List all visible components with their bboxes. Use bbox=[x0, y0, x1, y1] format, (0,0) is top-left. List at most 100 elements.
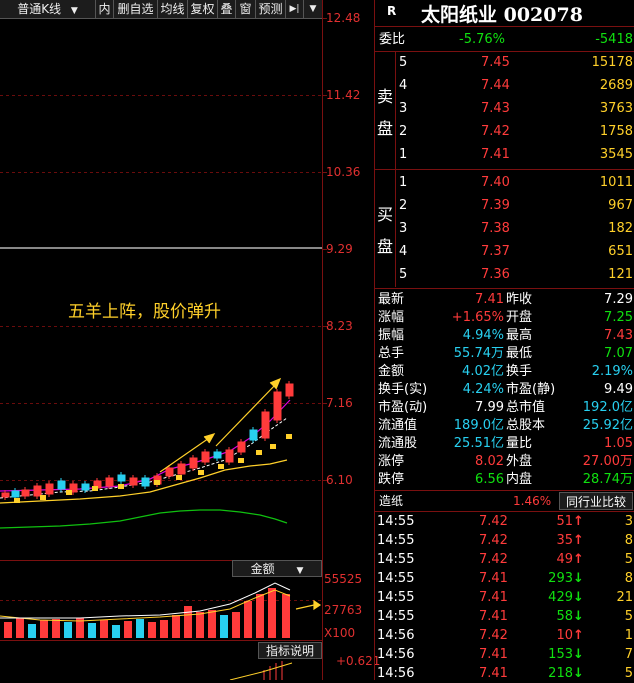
sell-level-row[interactable]: 2 7.42 1758 bbox=[375, 122, 634, 141]
stat-label: 最新 bbox=[378, 292, 405, 307]
arrow-down-icon: ↓ bbox=[573, 647, 584, 662]
tick-volume: 58 bbox=[556, 609, 573, 624]
kline-mode-select[interactable]: 普通K线 ▼ bbox=[0, 0, 96, 18]
candle bbox=[141, 477, 150, 487]
signal-marker bbox=[286, 434, 292, 439]
tick-row: 14:55 7.41 58 ↓ 5 bbox=[375, 607, 634, 626]
buy-level-volume: 182 bbox=[608, 221, 633, 236]
buy-level-row[interactable]: 4 7.37 651 bbox=[375, 242, 634, 261]
stat-value: 1.05 bbox=[604, 436, 633, 451]
industry-compare-button[interactable]: 同行业比较 bbox=[559, 492, 633, 510]
sell-level-row[interactable]: 1 7.41 3545 bbox=[375, 145, 634, 164]
candle bbox=[273, 391, 282, 421]
volume-bar bbox=[16, 618, 24, 638]
price-label: 11.42 bbox=[326, 88, 361, 102]
arrow-up-icon: ↑ bbox=[573, 628, 584, 643]
sell-level-volume: 2689 bbox=[599, 78, 633, 93]
buy-level-volume: 651 bbox=[608, 244, 633, 259]
dropdown-icon[interactable]: ▼ bbox=[309, 4, 317, 14]
candle bbox=[1, 492, 10, 498]
volume-bar bbox=[28, 624, 36, 638]
tick-count: 5 bbox=[624, 609, 633, 624]
ma-button[interactable]: 均线 bbox=[158, 0, 188, 18]
chevron-down-icon: ▼ bbox=[70, 6, 78, 16]
buy-level-volume: 967 bbox=[608, 198, 633, 213]
buy-level-row[interactable]: 3 7.38 182 bbox=[375, 219, 634, 238]
arrow-up-icon: ↑ bbox=[573, 533, 584, 548]
stat-value: +1.65% bbox=[451, 310, 504, 325]
volume-bar bbox=[196, 612, 204, 638]
volume-indicator-select[interactable]: 金额 ▼ bbox=[232, 560, 322, 577]
volume-bar bbox=[52, 619, 60, 638]
stat-label: 最高 bbox=[506, 328, 533, 343]
volume-bar bbox=[148, 622, 156, 638]
tick-volume: 51 bbox=[556, 514, 573, 529]
tick-row: 14:56 7.41 218 ↓ 5 bbox=[375, 664, 634, 683]
volume-axis-max: 55525 bbox=[324, 572, 363, 586]
industry-name: 造纸 bbox=[379, 494, 404, 508]
trend-arrows bbox=[159, 377, 282, 473]
stat-value: 7.41 bbox=[475, 292, 504, 307]
price-label: 8.23 bbox=[326, 319, 353, 333]
play-icon[interactable]: ▶| bbox=[286, 0, 304, 18]
tick-row: 14:55 7.42 51 ↑ 3 bbox=[375, 512, 634, 531]
stat-row: 涨停 8.02 外盘 27.00万 bbox=[375, 453, 634, 471]
stat-value: 7.99 bbox=[475, 400, 504, 415]
candle bbox=[57, 480, 66, 490]
kline-chart[interactable] bbox=[0, 0, 374, 680]
stat-value: 28.74万 bbox=[582, 472, 633, 487]
indicator-value: +0.621 bbox=[336, 654, 381, 668]
buy-level-row[interactable]: 1 7.40 1011 bbox=[375, 173, 634, 192]
quote-panel: R 太阳纸业 002078 委比 -5.76% -5418 卖 盘 5 7.45 1… bbox=[374, 0, 634, 683]
tick-volume: 10 bbox=[556, 628, 573, 643]
volume-bar bbox=[136, 619, 144, 638]
volume-bar bbox=[112, 625, 120, 638]
volume-bar bbox=[4, 622, 12, 638]
stat-label: 外盘 bbox=[506, 454, 533, 469]
overlay-button[interactable]: 叠 bbox=[218, 0, 236, 18]
tick-count: 8 bbox=[624, 533, 633, 548]
stat-row: 振幅 4.94% 最高 7.43 bbox=[375, 327, 634, 345]
candle bbox=[237, 441, 246, 453]
forecast-button[interactable]: 预测 bbox=[256, 0, 286, 18]
stat-row: 金额 4.02亿 换手 2.19% bbox=[375, 363, 634, 381]
stat-label: 总股本 bbox=[506, 418, 546, 433]
ma60-line bbox=[0, 509, 288, 529]
adjust-button[interactable]: 复权 bbox=[188, 0, 218, 18]
sell-level-price: 7.44 bbox=[481, 78, 510, 93]
arrow-down-icon: ↓ bbox=[573, 590, 584, 605]
candle bbox=[285, 383, 294, 397]
tick-row: 14:55 7.41 293 ↓ 8 bbox=[375, 569, 634, 588]
toolbar-item-nei[interactable]: 内 bbox=[96, 0, 114, 18]
stat-value: 25.92亿 bbox=[582, 418, 633, 433]
tick-time: 14:56 bbox=[377, 628, 415, 643]
tick-price: 7.41 bbox=[479, 609, 508, 624]
buy-level-row[interactable]: 5 7.36 121 bbox=[375, 265, 634, 284]
signal-marker bbox=[176, 475, 182, 480]
sell-level-index: 1 bbox=[399, 147, 408, 162]
sell-level-row[interactable]: 3 7.43 3763 bbox=[375, 99, 634, 118]
price-label: 10.36 bbox=[326, 165, 361, 179]
sell-level-index: 5 bbox=[399, 55, 408, 70]
stat-label: 内盘 bbox=[506, 472, 533, 487]
volume-bar bbox=[244, 601, 252, 638]
volume-bar bbox=[40, 620, 48, 638]
stat-label: 流通值 bbox=[378, 418, 418, 433]
indicator-help-button[interactable]: 指标说明 bbox=[258, 642, 322, 659]
window-button[interactable]: 窗 bbox=[236, 0, 256, 18]
indicator-bars bbox=[263, 661, 283, 680]
sell-level-row[interactable]: 4 7.44 2689 bbox=[375, 76, 634, 95]
price-label: 6.10 bbox=[326, 473, 353, 487]
candle bbox=[105, 477, 114, 487]
order-ratio-pct: -5.76% bbox=[459, 32, 505, 47]
tick-count: 8 bbox=[624, 571, 633, 586]
tick-row: 14:55 7.42 35 ↑ 8 bbox=[375, 531, 634, 550]
tick-price: 7.42 bbox=[479, 552, 508, 567]
remove-favorite-button[interactable]: 删自选 bbox=[114, 0, 158, 18]
stat-value: 4.02亿 bbox=[462, 364, 504, 379]
candle bbox=[11, 490, 20, 498]
sell-level-price: 7.43 bbox=[481, 101, 510, 116]
buy-level-row[interactable]: 2 7.39 967 bbox=[375, 196, 634, 215]
tick-count: 7 bbox=[624, 647, 633, 662]
sell-level-row[interactable]: 5 7.45 15178 bbox=[375, 53, 634, 72]
